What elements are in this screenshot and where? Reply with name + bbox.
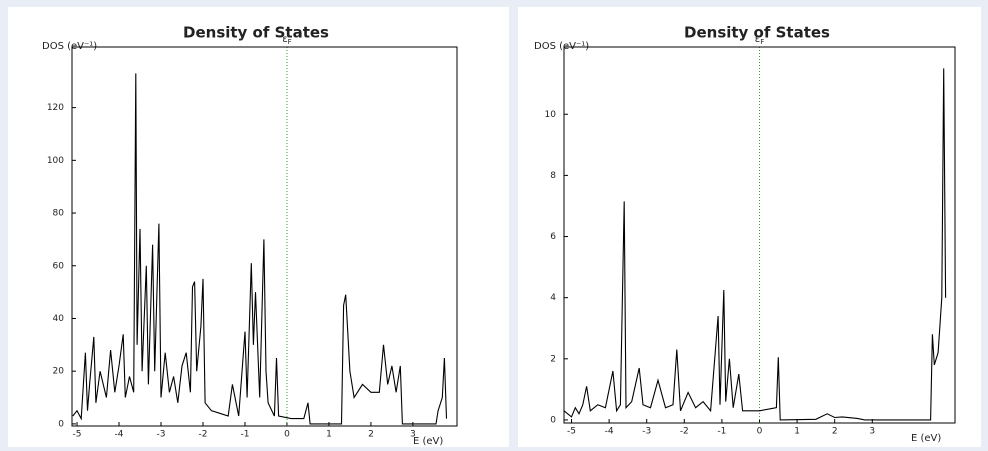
fermi-symbol: ε [282,34,287,45]
x-tick-label: -1 [240,430,249,440]
x-tick-label: -1 [717,427,726,437]
x-tick-label: 3 [410,430,416,440]
x-axis-label: E (eV) [911,433,941,444]
x-axis-label: E (eV) [413,436,443,447]
x-tick-label: 0 [757,427,763,437]
y-tick-label: 2 [550,354,556,364]
y-tick-label: 0 [58,419,64,429]
x-tick-label: 0 [284,430,290,440]
y-tick-label: 8 [550,171,556,181]
y-tick-label: 100 [47,156,64,166]
y-tick-label: 80 [53,209,65,219]
y-axis-label: DOS (eV⁻¹) [534,41,589,52]
fermi-subscript: F [760,38,764,46]
plot-frame [563,46,956,424]
x-tick-label: -3 [642,427,651,437]
dos-line [563,68,947,421]
fermi-symbol: ε [755,34,760,45]
y-tick-label: 60 [53,261,65,271]
y-axis-label: DOS (eV⁻¹) [42,41,97,52]
x-tick-label: -5 [73,430,82,440]
x-tick-label: -3 [157,430,166,440]
x-tick-label: 1 [326,430,332,440]
panel [518,7,981,447]
x-tick-label: -4 [115,430,124,440]
x-tick-label: -2 [199,430,208,440]
x-tick-label: -5 [567,427,576,437]
y-tick-label: 120 [47,103,64,113]
y-tick-label: 40 [53,314,65,324]
y-tick-label: 10 [545,110,557,120]
x-tick-label: 1 [794,427,800,437]
fermi-label: εF [282,34,291,46]
dos-line [72,73,448,425]
chart-title: Density of States [183,24,329,42]
x-tick-label: -2 [680,427,689,437]
chart-title: Density of States [684,24,830,42]
y-tick-label: 20 [53,367,65,377]
plot-frame [71,46,458,427]
y-tick-label: 6 [550,232,556,242]
x-tick-label: -4 [605,427,614,437]
y-tick-label: 4 [550,293,556,303]
x-tick-label: 2 [832,427,838,437]
fermi-label: εF [755,34,764,46]
fermi-subscript: F [288,38,292,46]
x-tick-label: 3 [869,427,875,437]
x-tick-label: 2 [368,430,374,440]
y-tick-label: 0 [550,415,556,425]
